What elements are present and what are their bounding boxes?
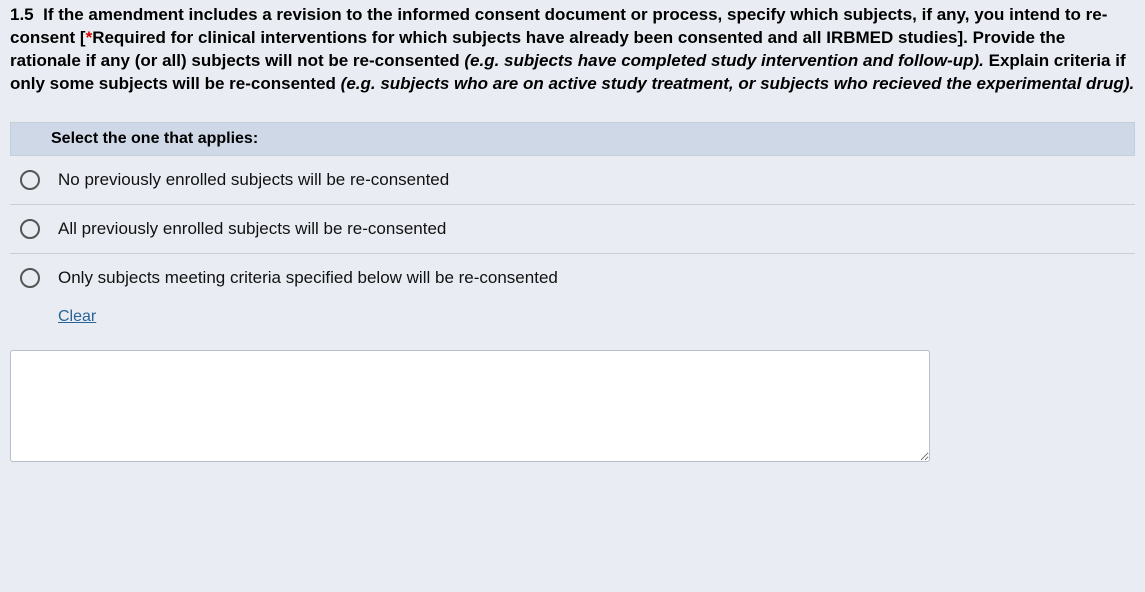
question-example-1: (e.g. subjects have completed study inte… xyxy=(464,51,984,70)
option-row[interactable]: No previously enrolled subjects will be … xyxy=(10,156,1135,205)
radio-icon[interactable] xyxy=(20,170,40,190)
option-row[interactable]: All previously enrolled subjects will be… xyxy=(10,205,1135,254)
textarea-wrap xyxy=(10,350,1135,467)
question-example-2: (e.g. subjects who are on active study t… xyxy=(341,74,1135,93)
radio-icon[interactable] xyxy=(20,268,40,288)
radio-icon[interactable] xyxy=(20,219,40,239)
criteria-textarea[interactable] xyxy=(10,350,930,462)
option-label: No previously enrolled subjects will be … xyxy=(58,170,449,190)
form-container: 1.5 If the amendment includes a revision… xyxy=(0,0,1145,467)
options-header: Select the one that applies: xyxy=(10,122,1135,156)
options-section: Select the one that applies: No previous… xyxy=(10,122,1135,336)
question-text: 1.5 If the amendment includes a revision… xyxy=(0,0,1145,104)
option-label: Only subjects meeting criteria specified… xyxy=(58,268,558,288)
option-row[interactable]: Only subjects meeting criteria specified… xyxy=(10,254,1135,302)
question-number: 1.5 xyxy=(10,5,34,24)
option-label: All previously enrolled subjects will be… xyxy=(58,219,446,239)
clear-link[interactable]: Clear xyxy=(58,308,96,325)
clear-row: Clear xyxy=(10,302,1135,336)
